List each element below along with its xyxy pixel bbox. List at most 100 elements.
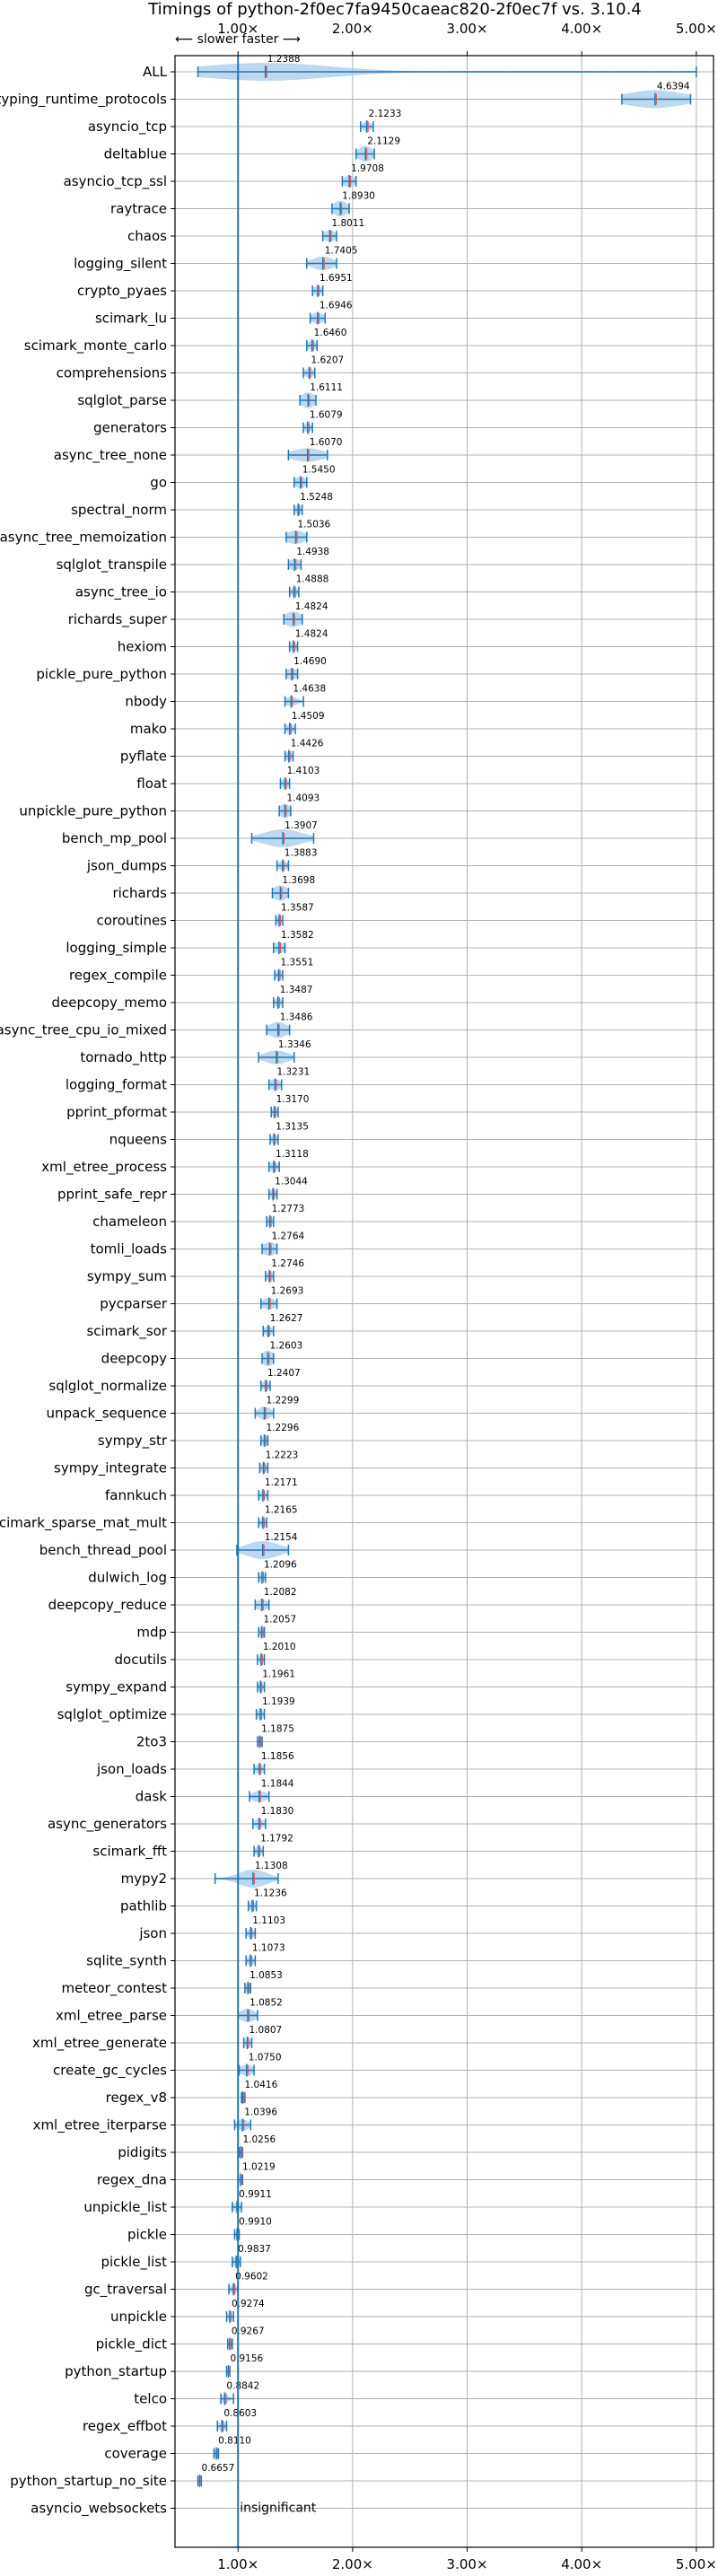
value-label: 4.6394: [657, 82, 690, 92]
value-label: 1.3044: [275, 1177, 308, 1187]
benchmark-label: async_generators: [48, 1816, 167, 1833]
benchmark-label: json_dumps: [86, 858, 167, 875]
benchmark-label: bench_mp_pool: [62, 830, 167, 847]
value-label: 1.1844: [261, 1779, 294, 1790]
value-label: 1.3486: [280, 1012, 313, 1023]
value-label: 0.8842: [226, 2381, 259, 2392]
benchmark-label: spectral_norm: [71, 502, 167, 519]
benchmark-label: deepcopy_memo: [52, 994, 167, 1012]
value-label: 2.1233: [369, 109, 402, 119]
benchmark-label: pickle: [127, 2227, 167, 2243]
value-label: 1.2082: [264, 1587, 297, 1598]
value-label: 1.1961: [262, 1669, 295, 1680]
value-label: 1.0852: [250, 1998, 283, 2009]
value-label: 1.3907: [285, 820, 318, 831]
benchmark-label: meteor_contest: [61, 1980, 167, 1997]
benchmark-label: bench_thread_pool: [39, 1542, 167, 1559]
value-label: 1.4103: [287, 766, 320, 776]
value-label: 1.2096: [264, 1560, 297, 1571]
benchmark-label: pycparser: [100, 1296, 168, 1312]
benchmark-label: scimark_lu: [95, 311, 167, 328]
value-label: 1.0396: [244, 2107, 277, 2118]
value-label: 1.3551: [281, 958, 314, 968]
value-label: 1.3883: [285, 848, 318, 859]
benchmark-label: unpack_sequence: [47, 1406, 167, 1423]
value-label: 1.2407: [267, 1368, 301, 1379]
benchmark-label: pickle_pure_python: [36, 666, 167, 683]
value-label: 1.5036: [298, 520, 331, 530]
value-label: 1.1939: [262, 1696, 295, 1707]
value-label: 1.4426: [291, 739, 324, 749]
benchmark-label: crypto_pyaes: [77, 283, 167, 300]
benchmark-label: float: [136, 775, 167, 792]
benchmark-label: json_loads: [96, 1761, 167, 1778]
benchmark-label: pickle_dict: [96, 2336, 167, 2353]
value-label: 1.6946: [320, 301, 353, 311]
x-tick-label-top: 3.00×: [447, 21, 488, 37]
benchmark-label: richards: [112, 885, 167, 901]
value-label: 1.4638: [293, 684, 326, 695]
benchmark-label: asyncio_tcp: [88, 118, 167, 136]
value-label: 1.1073: [252, 1943, 285, 1954]
x-tick-label-bottom: 4.00×: [561, 2556, 602, 2572]
benchmark-label: create_gc_cycles: [53, 2063, 167, 2080]
value-label: 1.1236: [254, 1888, 287, 1899]
benchmark-label: mako: [130, 721, 167, 737]
benchmark-label: regex_v8: [106, 2090, 167, 2107]
benchmark-label: hexiom: [118, 639, 167, 655]
benchmark-label: pickle_list: [101, 2254, 167, 2271]
value-label: 1.3487: [280, 985, 313, 995]
value-label: 1.3346: [278, 1039, 311, 1050]
value-label: 1.2693: [271, 1286, 304, 1297]
benchmark-label: logging_silent: [74, 256, 167, 273]
value-label: 1.5248: [300, 492, 333, 503]
x-tick-label-bottom: 3.00×: [447, 2556, 488, 2572]
x-tick-label-bottom: 1.00×: [217, 2556, 258, 2572]
value-label: 1.2296: [267, 1423, 300, 1433]
benchmark-label: comprehensions: [57, 365, 168, 381]
x-tick-label-top: 2.00×: [332, 21, 373, 37]
benchmark-label: xml_etree_process: [41, 1159, 167, 1176]
benchmark-label: scimark_monte_carlo: [24, 337, 167, 355]
insignificant-label: insignificant: [240, 2502, 317, 2516]
value-label: 1.1856: [261, 1751, 294, 1762]
benchmark-label: python_startup_no_site: [10, 2473, 167, 2490]
chart-title: Timings of python-2f0ec7fa9450caeac820-2…: [147, 0, 642, 19]
value-label: 1.6207: [311, 355, 344, 366]
value-label: 1.7405: [325, 246, 358, 257]
benchmark-label: sympy_expand: [66, 1679, 167, 1696]
benchmark-label: dulwich_log: [88, 1570, 167, 1587]
benchmark-label: fannkuch: [105, 1487, 167, 1503]
value-label: 1.2388: [267, 54, 301, 65]
value-label: 1.4824: [295, 629, 328, 640]
value-label: 1.0853: [250, 1970, 283, 1981]
value-label: 1.2154: [265, 1532, 298, 1543]
value-label: 1.2171: [265, 1477, 298, 1488]
value-label: 1.2299: [267, 1396, 300, 1406]
benchmark-label: mdp: [136, 1625, 167, 1641]
benchmark-label: deltablue: [104, 146, 167, 162]
value-label: 1.0750: [249, 2053, 282, 2063]
benchmark-label: scimark_fft: [92, 1844, 167, 1861]
benchmark-label: mypy2: [121, 1871, 167, 1887]
benchmark-label: pathlib: [120, 1898, 167, 1914]
benchmark-label: json: [138, 1925, 167, 1941]
value-label: 1.1875: [261, 1724, 294, 1735]
value-label: 0.9274: [232, 2299, 265, 2309]
benchmark-label: asyncio_websockets: [31, 2501, 167, 2518]
benchmark-label: async_tree_memoization: [0, 530, 167, 547]
benchmark-label: docutils: [115, 1652, 168, 1668]
value-label: 1.4938: [296, 547, 329, 557]
value-label: 1.6079: [310, 410, 343, 421]
value-label: 1.1830: [261, 1806, 294, 1817]
benchmark-label: xml_etree_parse: [56, 2008, 167, 2025]
x-tick-label-top: 4.00×: [561, 21, 602, 37]
value-label: 1.2764: [271, 1231, 304, 1242]
benchmark-label: coverage: [104, 2446, 167, 2462]
value-label: 1.4690: [293, 656, 327, 667]
value-label: 1.0416: [245, 2080, 278, 2090]
benchmark-label: gc_traversal: [84, 2282, 167, 2299]
benchmark-label: logging_simple: [66, 940, 167, 957]
value-label: 1.6951: [320, 273, 353, 284]
